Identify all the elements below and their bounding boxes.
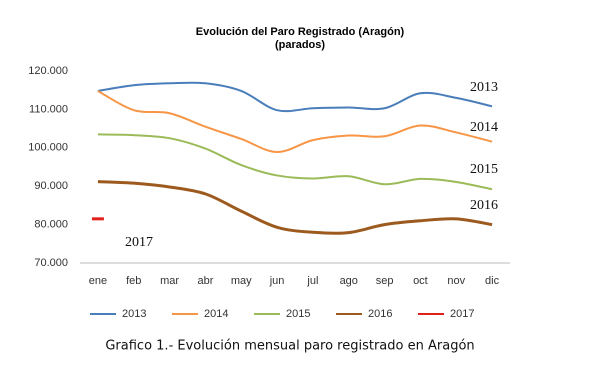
chart-subtitle: (parados): [275, 39, 325, 51]
x-tick-label: jun: [269, 275, 285, 287]
legend-label: 2015: [286, 308, 310, 320]
x-tick-label: ene: [89, 275, 107, 287]
series-annotation: 2015: [470, 162, 498, 177]
series-line: [97, 81, 493, 113]
y-tick-label: 100.000: [28, 142, 68, 154]
y-tick-label: 120.000: [28, 65, 68, 77]
y-tick-label: 110.000: [29, 103, 68, 115]
x-tick-label: sep: [376, 275, 394, 287]
x-tick-label: nov: [447, 275, 465, 287]
x-tick-label: may: [231, 275, 252, 287]
series-line: [97, 180, 493, 235]
y-tick-label: 80.000: [34, 219, 68, 231]
chart-title: Evolución del Paro Registrado (Aragón): [196, 26, 405, 38]
x-tick-label: oct: [413, 275, 428, 287]
x-tick-label: mar: [160, 275, 179, 287]
series-annotation: 2016: [470, 198, 498, 213]
legend-label: 2014: [204, 308, 228, 320]
x-tick-label: jul: [306, 275, 318, 287]
legend-label: 2013: [122, 308, 146, 320]
series-annotation: 2013: [470, 80, 498, 95]
x-tick-label: feb: [126, 275, 141, 287]
series-line: [97, 133, 493, 191]
x-tick-label: dic: [485, 275, 500, 287]
x-tick-label: abr: [197, 275, 213, 287]
series-line: [97, 90, 493, 154]
y-tick-label: 70.000: [34, 257, 68, 269]
caption: Grafico 1.- Evolución mensual paro regis…: [105, 339, 474, 354]
series-annotation: 2017: [125, 235, 153, 250]
x-tick-label: ago: [340, 275, 358, 287]
legend-label: 2017: [450, 308, 474, 320]
legend-label: 2016: [368, 308, 392, 320]
y-tick-label: 90.000: [34, 180, 68, 192]
series-annotation: 2014: [470, 120, 498, 135]
